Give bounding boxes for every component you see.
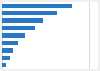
Bar xyxy=(2,18,44,23)
Bar xyxy=(2,63,6,67)
Bar xyxy=(2,26,35,30)
Bar xyxy=(2,56,10,60)
Bar xyxy=(2,4,72,8)
Bar xyxy=(2,33,25,38)
Bar xyxy=(2,11,56,15)
Bar xyxy=(2,48,13,53)
Bar xyxy=(2,41,18,45)
